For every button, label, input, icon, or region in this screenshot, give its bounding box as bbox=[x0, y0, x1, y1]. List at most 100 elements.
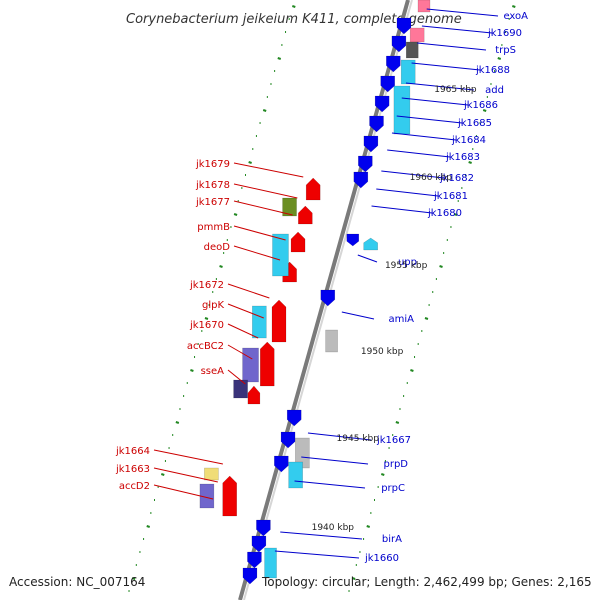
forward-gene-arrow bbox=[290, 231, 306, 253]
tick-mark bbox=[277, 57, 282, 60]
gene-label: accD2 bbox=[119, 481, 150, 492]
label-leader-line bbox=[381, 170, 445, 179]
reverse-gene-arrow bbox=[286, 409, 302, 427]
gene-feature bbox=[363, 237, 378, 251]
tick-mark bbox=[160, 473, 165, 476]
gene-label: jk1664 bbox=[115, 446, 150, 457]
genome-title: Corynebacterium jeikeium K411, complete … bbox=[126, 12, 462, 27]
gene-label: accBC2 bbox=[187, 341, 224, 352]
gene-feature bbox=[272, 233, 289, 277]
tick-mark bbox=[219, 265, 223, 268]
tick-mark bbox=[424, 317, 429, 320]
forward-gene-arrow bbox=[259, 341, 275, 387]
tick-mark bbox=[395, 421, 400, 424]
tick-mark bbox=[512, 5, 516, 8]
label-leader-line bbox=[307, 432, 372, 441]
label-leader-line bbox=[233, 162, 304, 178]
label-leader-line bbox=[233, 183, 298, 199]
reverse-gene-arrow bbox=[251, 535, 267, 553]
gene-label: jk1684 bbox=[451, 135, 486, 146]
gene-label: jk1683 bbox=[445, 152, 480, 163]
label-leader-line bbox=[405, 82, 475, 91]
gene-label: jk1685 bbox=[457, 118, 492, 129]
scale-label: 1960 kbp bbox=[410, 173, 453, 183]
tick-mark bbox=[453, 213, 458, 216]
gene-label: jk1682 bbox=[439, 173, 474, 184]
reverse-gene-arrow bbox=[380, 75, 395, 93]
reverse-gene-arrow bbox=[256, 519, 271, 537]
label-leader-lines bbox=[153, 8, 499, 559]
reverse-gene-arrow bbox=[369, 115, 384, 133]
label-leader-line bbox=[396, 115, 463, 124]
label-leader-line bbox=[357, 254, 378, 263]
label-leader-line bbox=[274, 550, 360, 559]
tick-mark bbox=[410, 369, 414, 372]
reverse-gene-arrow bbox=[396, 17, 412, 35]
reverse-gene-arrow bbox=[274, 455, 289, 473]
reverse-gene-arrow bbox=[320, 289, 336, 307]
label-leader-line bbox=[387, 149, 451, 158]
reverse-gene-arrow bbox=[358, 155, 373, 173]
scale-label: 1945 kbp bbox=[337, 434, 380, 444]
tick-mark bbox=[262, 109, 267, 112]
gene-label: exoA bbox=[503, 11, 528, 22]
label-leader-line bbox=[227, 344, 253, 360]
scale-label: 1940 kbp bbox=[312, 523, 355, 533]
gene-label: jk1681 bbox=[433, 191, 468, 202]
tick-mark bbox=[366, 525, 371, 528]
tick-mark bbox=[233, 213, 238, 216]
tick-mark bbox=[248, 161, 252, 164]
label-leader-line bbox=[294, 480, 366, 489]
scale-ticks bbox=[128, 5, 516, 592]
reverse-gene-arrow bbox=[374, 95, 390, 113]
label-leader-line bbox=[376, 188, 439, 197]
gene-feature bbox=[242, 347, 259, 383]
reverse-gene-arrow bbox=[242, 567, 258, 585]
gene-label: jk1688 bbox=[475, 65, 510, 76]
gene-feature bbox=[288, 461, 303, 489]
label-leader-line bbox=[233, 225, 286, 241]
gene-label: birA bbox=[382, 534, 402, 545]
gene-label: jk1660 bbox=[364, 553, 399, 564]
label-leader-line bbox=[391, 132, 457, 141]
gene-label: jk1686 bbox=[463, 100, 498, 111]
reverse-gene-arrow bbox=[247, 551, 262, 569]
label-leader-line bbox=[153, 449, 223, 465]
gene-features bbox=[199, 0, 431, 585]
gene-label: jk1677 bbox=[195, 197, 230, 208]
gene-feature bbox=[400, 59, 416, 85]
gene-label: deoD bbox=[204, 242, 231, 253]
gene-feature bbox=[264, 547, 277, 579]
gene-label: jk1672 bbox=[189, 280, 224, 291]
label-leader-line bbox=[401, 97, 469, 106]
forward-gene-arrow bbox=[298, 205, 313, 225]
scale-label: 1950 kbp bbox=[361, 347, 404, 357]
gene-label: jk1680 bbox=[427, 208, 462, 219]
reverse-gene-arrow bbox=[391, 35, 407, 53]
gene-feature bbox=[252, 305, 267, 339]
tick-mark bbox=[468, 161, 472, 164]
genome-summary-text: Topology: circular; Length: 2,462,499 bp… bbox=[261, 575, 592, 589]
label-leader-line bbox=[301, 456, 369, 465]
tick-mark bbox=[190, 369, 194, 372]
gene-label: jk1667 bbox=[376, 435, 411, 446]
gene-label: sseA bbox=[201, 366, 225, 377]
accession-text: Accession: NC_007164 bbox=[9, 575, 145, 589]
gene-feature bbox=[409, 27, 425, 43]
label-leader-line bbox=[227, 323, 259, 339]
label-leader-line bbox=[153, 467, 218, 483]
gene-label: glpK bbox=[202, 300, 224, 311]
reverse-gene-arrow bbox=[353, 171, 369, 189]
gene-label: amiA bbox=[389, 314, 415, 325]
gene-feature bbox=[204, 467, 219, 481]
gene-label: upp bbox=[398, 257, 417, 268]
gene-feature bbox=[233, 379, 248, 399]
gene-feature bbox=[417, 0, 431, 13]
forward-gene-arrow bbox=[222, 475, 237, 517]
tick-mark bbox=[131, 577, 136, 580]
label-leader-line bbox=[417, 42, 487, 51]
label-leader-line bbox=[227, 283, 270, 299]
gene-label: pmmB bbox=[197, 222, 230, 233]
label-leader-line bbox=[153, 484, 214, 500]
